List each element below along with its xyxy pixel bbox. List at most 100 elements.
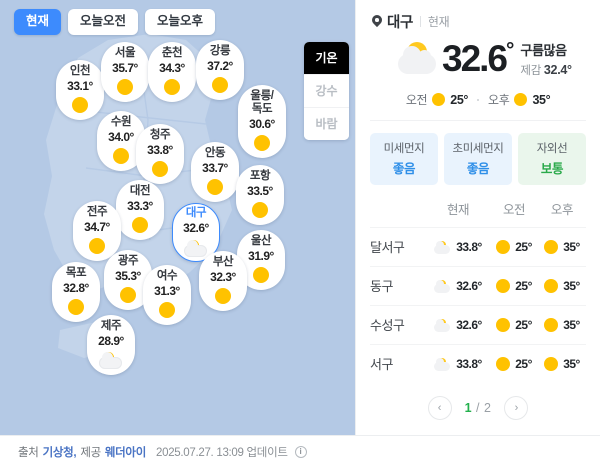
current-temperature: 32.6° (442, 37, 514, 79)
sun-icon (514, 93, 528, 106)
map-pin-temperature: 35.7° (112, 60, 138, 75)
map-pin-weather-icon (56, 97, 104, 114)
tab-today-morning[interactable]: 오늘오전 (68, 9, 139, 35)
map-pin-weather-icon (143, 302, 191, 319)
map-pin-weather-icon (116, 217, 164, 234)
sun-icon (252, 202, 268, 219)
district-now-cell: 32.6° (426, 279, 490, 293)
map-pin-weather-icon (104, 287, 152, 304)
district-pm-cell: 35° (538, 279, 586, 293)
partly-cloudy-icon (434, 279, 451, 293)
map-layer-legend[interactable]: 기온 강수 바람 (304, 42, 349, 140)
air-quality-badges[interactable]: 미세먼지 좋음 초미세먼지 좋음 자외선 보통 (370, 133, 586, 185)
partly-cloudy-icon (98, 352, 124, 370)
sun-icon (253, 267, 269, 284)
map-pin-city-name: 서울 (114, 47, 136, 59)
map-pin-city-name: 수원 (110, 116, 132, 128)
district-am-cell: 25° (490, 318, 538, 332)
sun-icon (207, 179, 223, 196)
map-pin-city[interactable]: 강릉 37.2° (196, 40, 244, 101)
column-header-district (370, 199, 426, 228)
table-header-row: 현재 오전 오후 (370, 199, 586, 228)
map-pin-city-name: 대구 (185, 207, 207, 220)
partly-cloudy-icon (183, 239, 209, 257)
partly-cloudy-icon (434, 240, 451, 254)
map-pin-city[interactable]: 서울 35.7° (101, 42, 149, 103)
map-pin-city[interactable]: 청주 33.8° (136, 124, 184, 185)
source-name[interactable]: 기상청, (42, 446, 77, 459)
sun-icon (496, 240, 511, 254)
map-pin-weather-icon (87, 352, 135, 370)
map-pin-weather-icon (191, 179, 239, 196)
badge-uv-index[interactable]: 자외선 보통 (518, 133, 586, 185)
partly-cloudy-icon (434, 357, 451, 371)
map-pin-city[interactable]: 안동 33.7° (191, 142, 239, 203)
partly-cloudy-icon (434, 318, 451, 332)
district-forecast-table: 현재 오전 오후 달서구 33.8° 25° 35° 동구 32.6° 25° 35° 수성구 3… (370, 199, 586, 383)
info-icon[interactable]: i (294, 445, 307, 458)
map-pin-weather-icon (238, 135, 286, 152)
table-row[interactable]: 서구 33.8° 25° 35° (370, 344, 586, 383)
korea-weather-map[interactable]: 현재 오늘오전 오늘오후 기온 강수 바람 인천 33.1° 서울 35.7° 춘천 34… (0, 0, 355, 435)
table-row[interactable]: 동구 32.6° 25° 35° (370, 266, 586, 306)
map-pin-city[interactable]: 여수 31.3° (143, 265, 191, 326)
table-row[interactable]: 수성구 32.6° 25° 35° (370, 305, 586, 345)
sun-icon (68, 299, 84, 316)
tab-current[interactable]: 현재 (14, 9, 62, 35)
location-header[interactable]: 대구 현재 (370, 0, 586, 32)
map-pin-city[interactable]: 전주 34.7° (73, 201, 121, 262)
map-pin-city-name: 강릉 (209, 45, 231, 57)
pagination[interactable]: ‹ 1 / 2 › (370, 396, 586, 420)
pm-label: 오후 (488, 93, 510, 107)
provider-name[interactable]: 웨더아이 (104, 446, 146, 459)
sun-icon (544, 240, 559, 254)
update-timestamp: 2025.07.27. 13:09 업데이트 (156, 446, 288, 459)
legend-item-wind[interactable]: 바람 (304, 108, 349, 140)
sun-icon (544, 279, 559, 293)
badge-fine-dust[interactable]: 미세먼지 좋음 (370, 133, 438, 185)
map-pin-weather-icon (136, 161, 184, 178)
badge-title: 자외선 (536, 143, 568, 155)
map-pin-city[interactable]: 춘천 34.3° (148, 42, 196, 103)
map-pin-temperature: 31.3° (154, 283, 180, 298)
current-sky-description: 구름많음 (520, 43, 567, 58)
district-name: 달서구 (370, 240, 405, 255)
location-time-label: 현재 (427, 15, 450, 29)
map-pin-city[interactable]: 대전 33.3° (116, 180, 164, 241)
map-pin-weather-icon (73, 238, 121, 255)
sun-icon (254, 135, 270, 152)
map-pin-city[interactable]: 포항 33.5° (236, 165, 284, 226)
map-pin-city-name: 포항 (249, 170, 271, 182)
sun-icon (496, 318, 511, 332)
page-indicator: 1 / 2 (464, 401, 492, 415)
map-pin-city[interactable]: 목포 32.8° (52, 262, 100, 323)
map-pin-temperature: 37.2° (207, 58, 233, 73)
district-am-cell: 25° (490, 240, 538, 254)
legend-item-precipitation[interactable]: 강수 (304, 75, 349, 108)
map-pin-city[interactable]: 부산 32.3° (199, 251, 247, 312)
table-row[interactable]: 달서구 33.8° 25° 35° (370, 227, 586, 267)
district-now-cell: 33.8° (426, 357, 490, 371)
map-pin-weather-icon (196, 77, 244, 94)
legend-item-temperature[interactable]: 기온 (304, 42, 349, 75)
district-pm-cell: 35° (538, 318, 586, 332)
map-pin-temperature: 32.6° (183, 221, 209, 236)
badge-ultrafine-dust[interactable]: 초미세먼지 좋음 (444, 133, 512, 185)
am-pm-summary: 오전 25° 오후 35° (370, 91, 586, 121)
district-now-cell: 33.8° (426, 240, 490, 254)
time-tab-row[interactable]: 현재 오늘오전 오늘오후 (14, 9, 216, 35)
map-pin-temperature: 33.3° (127, 198, 153, 213)
prev-page-button[interactable]: ‹ (427, 396, 452, 420)
map-pin-temperature: 34.7° (84, 219, 110, 234)
tab-today-afternoon[interactable]: 오늘오후 (145, 9, 216, 35)
location-name: 대구 (387, 15, 413, 31)
partly-cloudy-icon (396, 41, 440, 75)
district-am-cell: 25° (490, 279, 538, 293)
next-page-button[interactable]: › (504, 396, 529, 420)
map-pin-city[interactable]: 인천 33.1° (56, 60, 104, 121)
map-pin-temperature: 34.3° (159, 60, 185, 75)
map-pin-city[interactable]: 제주 28.9° (87, 315, 135, 376)
map-pin-temperature: 32.8° (63, 280, 89, 295)
sun-icon (496, 279, 511, 293)
map-pin-city[interactable]: 울릉/독도 30.6° (238, 85, 286, 159)
